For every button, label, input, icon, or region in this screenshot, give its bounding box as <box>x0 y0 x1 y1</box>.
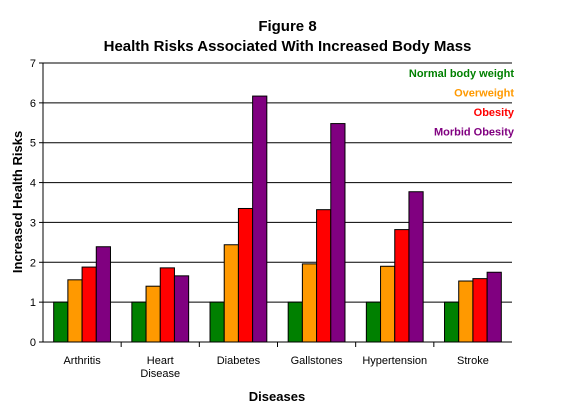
chart-subtitle: Health Risks Associated With Increased B… <box>104 38 472 55</box>
y-tick-label-6: 6 <box>30 98 36 110</box>
y-tick-label-1: 1 <box>30 297 36 309</box>
bar-5-2 <box>472 278 488 343</box>
chart-title: Figure 8 <box>258 18 316 35</box>
bar-2-2 <box>237 207 254 343</box>
y-axis-title: Increased Health Risks <box>10 131 25 273</box>
bar-3-3 <box>330 123 346 343</box>
x-tick-label-5-0: Stroke <box>457 355 489 367</box>
axes <box>39 62 512 347</box>
x-axis-title: Diseases <box>249 389 305 404</box>
bar-4-0 <box>365 301 382 343</box>
bar-3-2 <box>316 209 332 343</box>
y-tick-label-7: 7 <box>30 58 36 70</box>
y-tick-label-5: 5 <box>30 138 36 150</box>
bar-4-3 <box>408 191 424 343</box>
x-tick-label-4-0: Hypertension <box>362 355 427 367</box>
bar-2-1 <box>223 244 239 343</box>
bar-5-0 <box>444 301 460 343</box>
bar-4-1 <box>380 265 396 343</box>
bar-5-1 <box>458 280 474 343</box>
bar-5-3 <box>486 271 502 343</box>
legend-item-1: Overweight <box>454 88 514 100</box>
y-tick-label-2: 2 <box>30 257 36 269</box>
x-tick-label-2-0: Diabetes <box>217 355 261 367</box>
bar-3-0 <box>287 301 303 343</box>
x-tick-label-0-0: Arthritis <box>63 355 101 367</box>
bar-0-0 <box>53 301 69 343</box>
bar-4-2 <box>394 229 410 343</box>
legend-item-3: Morbid Obesity <box>434 127 515 139</box>
bar-1-1 <box>145 285 161 343</box>
x-tick-label-1-0: Heart <box>147 355 174 367</box>
x-tick-label-1-1: Disease <box>140 368 180 380</box>
y-tick-label-0: 0 <box>30 337 36 349</box>
y-tick-label-4: 4 <box>30 178 36 190</box>
y-tick-label-3: 3 <box>30 217 36 229</box>
bar-1-0 <box>131 301 147 343</box>
bar-2-3 <box>252 95 268 343</box>
legend-item-2: Obesity <box>474 107 515 119</box>
bar-1-3 <box>173 275 190 343</box>
legend: Normal body weight Overweight Obesity Morbi… <box>409 68 515 139</box>
bar-2-0 <box>209 301 225 343</box>
bar-1-2 <box>159 267 175 343</box>
bar-0-2 <box>81 266 97 343</box>
legend-item-0: Normal body weight <box>409 68 514 80</box>
bar-0-3 <box>95 246 111 343</box>
gridlines <box>43 62 512 303</box>
bar-0-1 <box>67 279 83 343</box>
x-tick-label-3-0: Gallstones <box>291 355 343 367</box>
bars <box>53 95 502 343</box>
bar-3-1 <box>301 263 318 343</box>
